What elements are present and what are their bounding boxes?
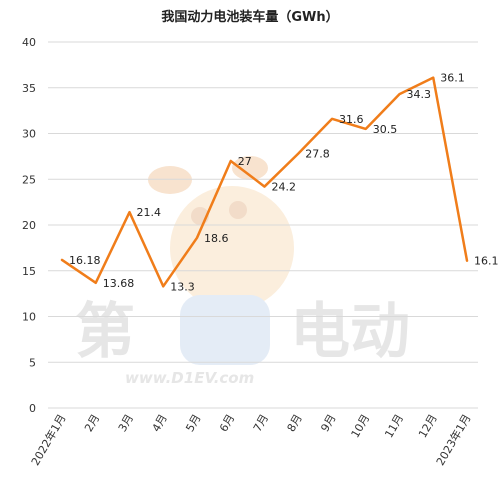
x-tick-label: 7月 (251, 412, 271, 434)
y-tick-label: 5 (29, 356, 36, 369)
y-tick-label: 35 (22, 82, 36, 95)
x-tick-label: 2月 (82, 412, 102, 434)
data-label: 16.1 (474, 255, 499, 268)
data-label: 30.5 (373, 123, 398, 136)
x-tick-label: 2022年1月 (28, 412, 69, 468)
data-label: 36.1 (440, 72, 465, 85)
data-label: 13.3 (170, 280, 195, 293)
data-label: 21.4 (137, 206, 162, 219)
watermark-brand-left: 第 (75, 297, 135, 367)
watermark-brand-right: 电动 (290, 297, 410, 367)
x-tick-label: 9月 (318, 412, 338, 434)
y-tick-label: 10 (22, 311, 36, 324)
data-label: 27 (238, 155, 252, 168)
x-tick-label: 11月 (382, 412, 406, 440)
watermark: 第 电动 www.D1EV.com (75, 156, 410, 387)
watermark-url: www.D1EV.com (125, 369, 254, 387)
watermark-mascot-antler-right (232, 156, 268, 180)
x-tick-label: 5月 (183, 412, 203, 434)
x-tick-label: 6月 (217, 412, 237, 434)
watermark-mascot-antler-left (148, 166, 192, 194)
watermark-mascot-body (180, 295, 270, 365)
y-tick-label: 15 (22, 265, 36, 278)
data-label: 27.8 (305, 148, 330, 161)
chart-title: 我国动力电池装车量（GWh） (161, 9, 338, 25)
grid-lines (48, 41, 478, 409)
data-label: 34.3 (407, 88, 432, 101)
data-label: 24.2 (272, 181, 297, 194)
data-label: 16.18 (69, 254, 101, 267)
data-label: 18.6 (204, 232, 229, 245)
y-axis: 0 5 10 15 20 25 30 35 40 (22, 36, 36, 415)
y-tick-label: 40 (22, 36, 36, 49)
y-tick-label: 30 (22, 128, 36, 141)
x-tick-label: 8月 (285, 412, 305, 434)
series-line (60, 76, 469, 288)
x-tick-label: 10月 (349, 412, 373, 440)
data-label: 13.68 (103, 277, 135, 290)
y-tick-label: 25 (22, 173, 36, 186)
x-tick-label: 4月 (150, 412, 170, 434)
data-label: 31.6 (339, 113, 364, 126)
y-tick-label: 0 (29, 402, 36, 415)
x-tick-label: 3月 (116, 412, 136, 434)
x-tick-label: 12月 (416, 412, 440, 440)
y-tick-label: 20 (22, 219, 36, 232)
x-tick-label: 2023年1月 (433, 412, 474, 468)
watermark-mascot-eye-right (229, 201, 247, 219)
